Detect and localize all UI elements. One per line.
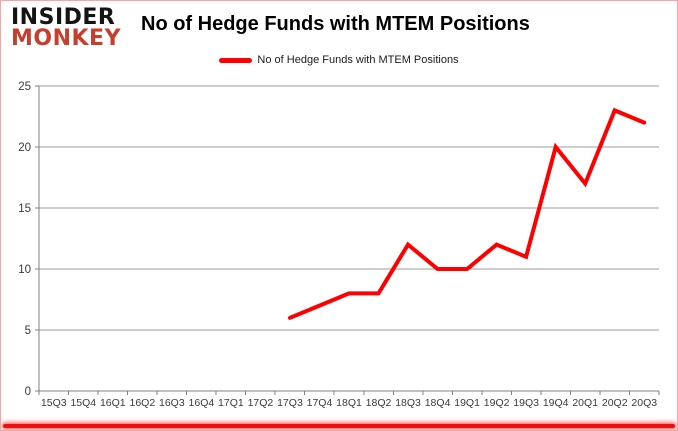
svg-text:19Q2: 19Q2 (484, 397, 510, 409)
legend-label: No of Hedge Funds with MTEM Positions (257, 54, 459, 66)
svg-text:19Q3: 19Q3 (513, 397, 539, 409)
svg-text:0: 0 (25, 386, 31, 398)
logo-insider-text: INSIDER (11, 5, 116, 30)
insider-monkey-logo: INSIDER MONKEY (11, 5, 122, 51)
svg-text:16Q4: 16Q4 (189, 397, 215, 409)
svg-text:18Q2: 18Q2 (366, 397, 392, 409)
svg-text:16Q3: 16Q3 (159, 397, 185, 409)
legend-line-swatch (219, 57, 253, 63)
svg-text:18Q4: 18Q4 (425, 397, 451, 409)
svg-text:17Q1: 17Q1 (218, 397, 244, 409)
svg-text:16Q1: 16Q1 (100, 397, 126, 409)
svg-text:18Q1: 18Q1 (336, 397, 362, 409)
svg-text:17Q3: 17Q3 (277, 397, 303, 409)
svg-text:18Q3: 18Q3 (395, 397, 421, 409)
chart-title: No of Hedge Funds with MTEM Positions (141, 13, 530, 35)
svg-text:19Q1: 19Q1 (454, 397, 480, 409)
svg-text:19Q4: 19Q4 (543, 397, 569, 409)
svg-text:17Q4: 17Q4 (307, 397, 333, 409)
svg-text:20: 20 (18, 142, 31, 154)
svg-text:20Q2: 20Q2 (602, 397, 628, 409)
svg-text:16Q2: 16Q2 (129, 397, 155, 409)
logo-monkey-text: MONKEY (11, 25, 122, 51)
svg-text:20Q1: 20Q1 (572, 397, 598, 409)
svg-text:20Q3: 20Q3 (631, 397, 657, 409)
svg-text:5: 5 (25, 325, 31, 337)
svg-text:17Q2: 17Q2 (248, 397, 274, 409)
svg-text:15Q4: 15Q4 (70, 397, 96, 409)
svg-text:10: 10 (18, 264, 31, 276)
svg-text:15: 15 (18, 203, 31, 215)
svg-text:25: 25 (18, 81, 31, 93)
chart-legend: No of Hedge Funds with MTEM Positions (1, 54, 677, 66)
svg-text:15Q3: 15Q3 (41, 397, 67, 409)
bottom-border-glow (3, 424, 675, 428)
